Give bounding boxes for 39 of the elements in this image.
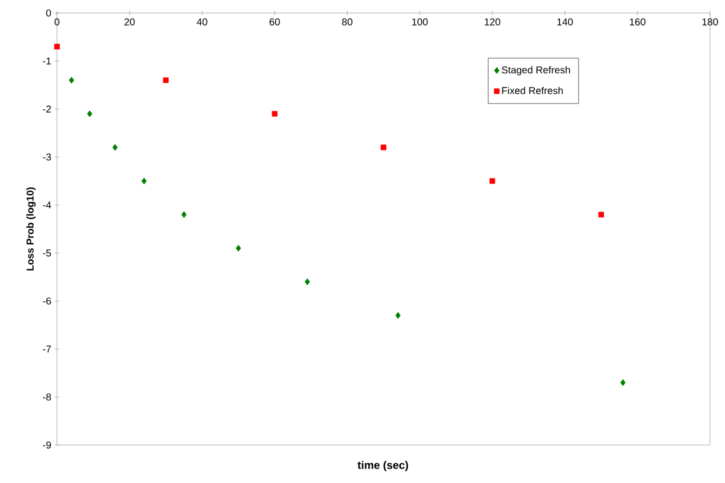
point [68,76,74,84]
y-tick-label: -6 [42,297,51,305]
y-tick-label: -7 [42,346,51,352]
point [112,144,118,151]
point [395,312,401,319]
x-tick-label: 180 [702,18,718,26]
y-tick-label: -8 [42,393,51,401]
point [54,44,60,50]
legend-label: Fixed Refresh [502,86,563,94]
point [141,178,147,184]
point [181,211,187,218]
y-axis-title: Loss Prob (log10) [26,187,36,270]
y-tick-label: -5 [42,250,51,256]
point [620,379,626,386]
x-tick-label: 60 [270,18,280,26]
x-tick-label: 20 [124,18,135,26]
point [490,178,496,184]
x-tick-label: 160 [630,18,646,26]
x-tick-label: 100 [412,18,428,26]
y-tick-label: -2 [42,106,51,112]
point [380,144,386,150]
y-tick-label: 0 [46,9,51,17]
x-tick-label: 140 [557,18,573,26]
point [163,77,169,83]
legend-label: Staged Refresh [502,66,570,76]
point [598,212,604,218]
x-tick-label: 0 [54,18,60,26]
y-tick-label: -1 [42,58,51,64]
x-axis-title: time (sec) [358,460,408,472]
y-tick-label: -9 [42,441,51,449]
point [304,278,310,286]
x-tick-label: 80 [342,18,352,26]
point [87,110,92,118]
y-tick-label: -3 [42,153,51,161]
x-tick-label: 120 [484,18,500,26]
point [272,111,278,117]
y-tick-label: -4 [42,202,52,208]
x-tick-label: 40 [196,18,208,26]
point [236,244,241,252]
